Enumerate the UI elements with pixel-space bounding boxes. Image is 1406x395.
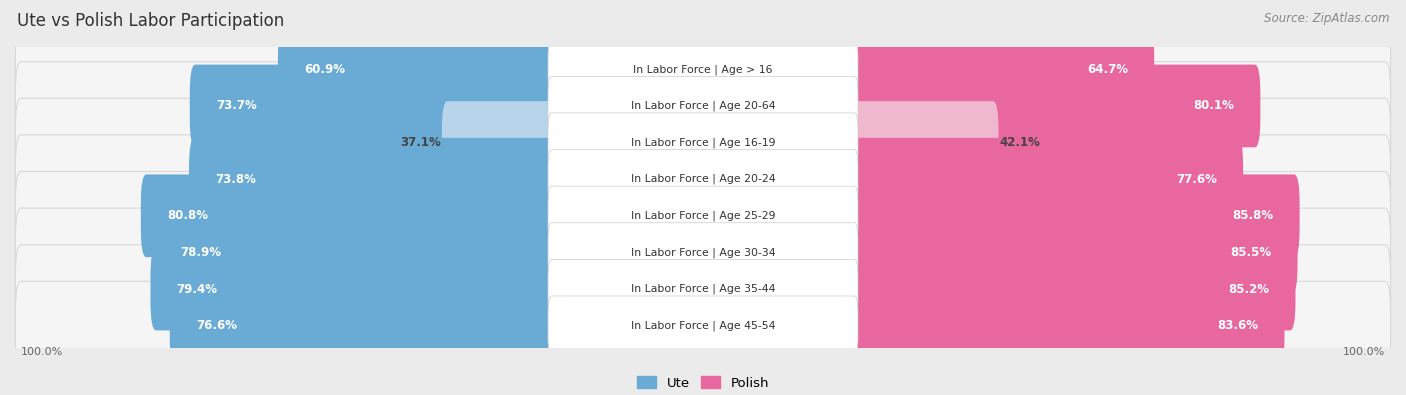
FancyBboxPatch shape: [150, 248, 561, 330]
FancyBboxPatch shape: [548, 113, 858, 172]
FancyBboxPatch shape: [548, 223, 858, 282]
FancyBboxPatch shape: [441, 101, 561, 184]
Text: 85.8%: 85.8%: [1232, 209, 1274, 222]
FancyBboxPatch shape: [15, 135, 1391, 224]
Text: 37.1%: 37.1%: [399, 136, 440, 149]
FancyBboxPatch shape: [190, 65, 561, 147]
FancyBboxPatch shape: [15, 245, 1391, 333]
Text: 79.4%: 79.4%: [177, 282, 218, 295]
Text: Ute vs Polish Labor Participation: Ute vs Polish Labor Participation: [17, 12, 284, 30]
Text: 78.9%: 78.9%: [180, 246, 221, 259]
FancyBboxPatch shape: [845, 175, 1299, 257]
FancyBboxPatch shape: [153, 211, 561, 294]
FancyBboxPatch shape: [548, 260, 858, 319]
Text: In Labor Force | Age 25-29: In Labor Force | Age 25-29: [631, 211, 775, 221]
Text: 60.9%: 60.9%: [304, 63, 344, 76]
Text: In Labor Force | Age > 16: In Labor Force | Age > 16: [633, 64, 773, 75]
FancyBboxPatch shape: [845, 211, 1298, 294]
FancyBboxPatch shape: [15, 25, 1391, 114]
Text: 80.8%: 80.8%: [167, 209, 208, 222]
Text: 76.6%: 76.6%: [195, 319, 238, 332]
FancyBboxPatch shape: [15, 62, 1391, 150]
Text: In Labor Force | Age 20-64: In Labor Force | Age 20-64: [631, 101, 775, 111]
Text: 85.5%: 85.5%: [1230, 246, 1271, 259]
FancyBboxPatch shape: [548, 76, 858, 135]
Text: In Labor Force | Age 30-34: In Labor Force | Age 30-34: [631, 247, 775, 258]
FancyBboxPatch shape: [845, 138, 1243, 220]
Text: In Labor Force | Age 45-54: In Labor Force | Age 45-54: [631, 320, 775, 331]
Legend: Ute, Polish: Ute, Polish: [631, 371, 775, 395]
Text: 64.7%: 64.7%: [1087, 63, 1128, 76]
Text: In Labor Force | Age 20-24: In Labor Force | Age 20-24: [631, 174, 775, 184]
FancyBboxPatch shape: [548, 40, 858, 99]
FancyBboxPatch shape: [548, 150, 858, 209]
FancyBboxPatch shape: [548, 296, 858, 355]
Text: Source: ZipAtlas.com: Source: ZipAtlas.com: [1264, 12, 1389, 25]
FancyBboxPatch shape: [170, 284, 561, 367]
FancyBboxPatch shape: [141, 175, 561, 257]
Text: 85.2%: 85.2%: [1229, 282, 1270, 295]
FancyBboxPatch shape: [15, 98, 1391, 187]
FancyBboxPatch shape: [845, 101, 998, 184]
FancyBboxPatch shape: [188, 138, 561, 220]
FancyBboxPatch shape: [278, 28, 561, 111]
FancyBboxPatch shape: [15, 171, 1391, 260]
FancyBboxPatch shape: [845, 28, 1154, 111]
FancyBboxPatch shape: [845, 284, 1285, 367]
Text: In Labor Force | Age 16-19: In Labor Force | Age 16-19: [631, 137, 775, 148]
Text: 100.0%: 100.0%: [1343, 347, 1385, 357]
Text: 77.6%: 77.6%: [1175, 173, 1218, 186]
Text: 42.1%: 42.1%: [1000, 136, 1040, 149]
Text: In Labor Force | Age 35-44: In Labor Force | Age 35-44: [631, 284, 775, 294]
FancyBboxPatch shape: [15, 281, 1391, 370]
Text: 73.7%: 73.7%: [217, 100, 257, 113]
Text: 73.8%: 73.8%: [215, 173, 256, 186]
FancyBboxPatch shape: [845, 248, 1295, 330]
FancyBboxPatch shape: [548, 186, 858, 245]
FancyBboxPatch shape: [15, 208, 1391, 297]
Text: 83.6%: 83.6%: [1218, 319, 1258, 332]
FancyBboxPatch shape: [845, 65, 1260, 147]
Text: 100.0%: 100.0%: [21, 347, 63, 357]
Text: 80.1%: 80.1%: [1194, 100, 1234, 113]
